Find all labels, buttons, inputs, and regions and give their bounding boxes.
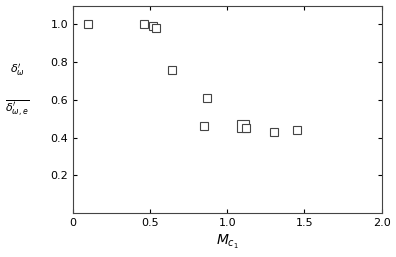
Text: $\delta^{\prime}_{\omega}$: $\delta^{\prime}_{\omega}$ — [10, 62, 25, 78]
X-axis label: $M_{c_1}$: $M_{c_1}$ — [216, 233, 239, 251]
Text: $\overline{\delta^{\prime}_{\omega,e}}$: $\overline{\delta^{\prime}_{\omega,e}}$ — [5, 99, 30, 118]
